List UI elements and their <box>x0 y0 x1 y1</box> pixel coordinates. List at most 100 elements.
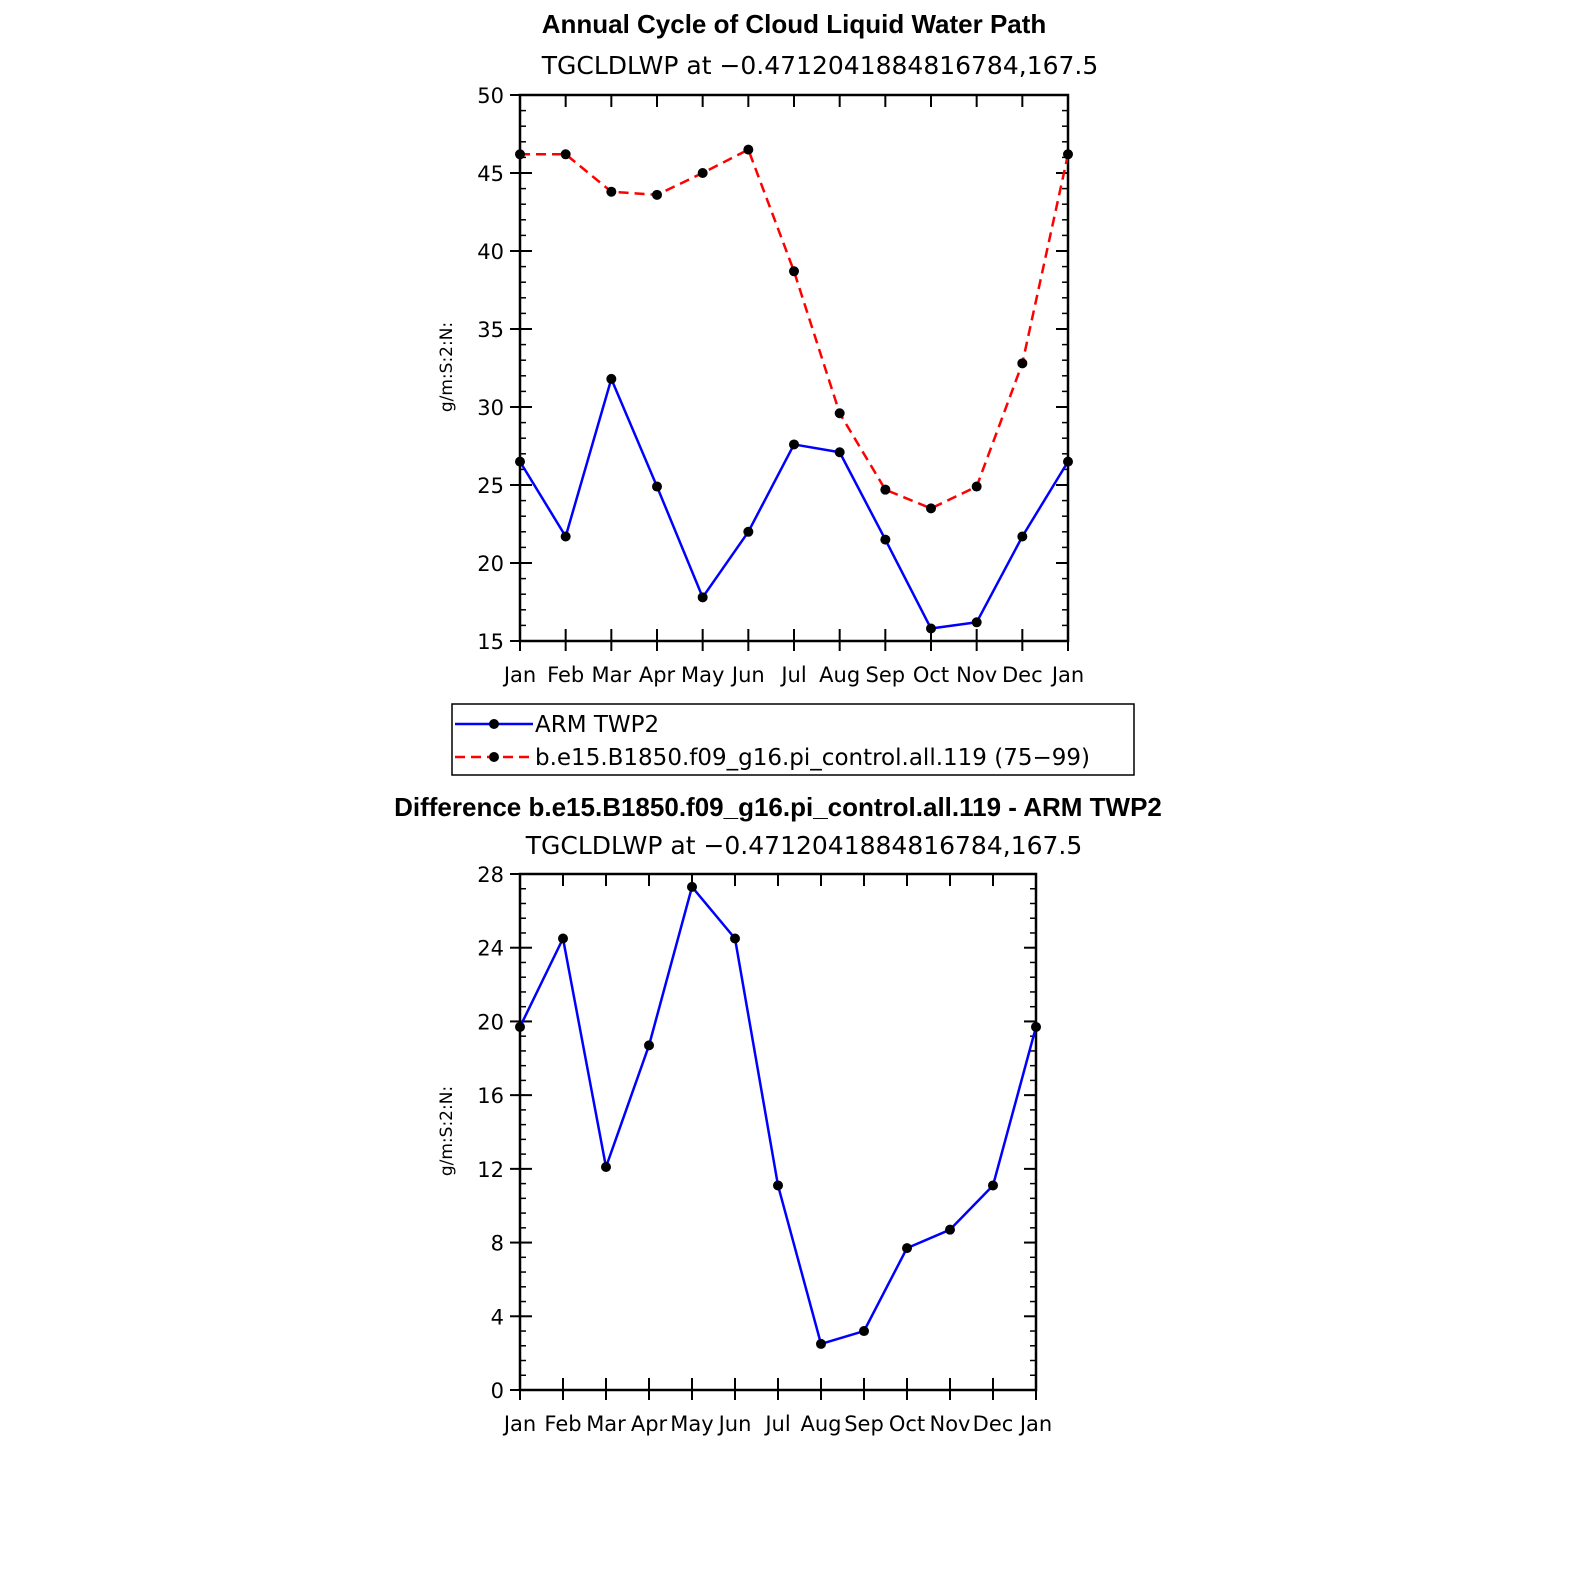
data-point <box>652 481 662 492</box>
x-tick-label: Jan <box>502 1412 536 1436</box>
chart-difference: Difference b.e15.B1850.f09_g16.pi_contro… <box>394 792 1162 1436</box>
data-point <box>515 456 525 467</box>
x-tick-label: Mar <box>586 1412 626 1436</box>
x-tick-label: Oct <box>889 1412 925 1436</box>
chart1-subtitle: TGCLDLWP at −0.4712041884816784,167.5 <box>541 51 1099 80</box>
chart2-title: Difference b.e15.B1850.f09_g16.pi_contro… <box>394 792 1162 822</box>
data-point <box>789 439 799 450</box>
y-tick-label: 8 <box>491 1232 504 1256</box>
y-tick-label: 24 <box>477 937 504 961</box>
data-point <box>601 1162 611 1173</box>
x-tick-label: Aug <box>819 663 860 687</box>
data-point <box>515 149 525 160</box>
x-tick-label: Jan <box>1018 1412 1052 1436</box>
y-tick-label: 0 <box>491 1379 504 1403</box>
chart2-y-tick-labels: 0 4 8 12 16 20 24 28 <box>477 863 504 1403</box>
chart2-series <box>515 881 1041 1349</box>
data-point <box>834 447 845 458</box>
x-tick-label: Jul <box>763 1412 790 1436</box>
data-point <box>644 1040 654 1051</box>
chart1-y-tick-labels: 15 20 25 30 35 40 45 50 <box>477 84 504 654</box>
data-point <box>606 186 617 197</box>
chart1-ticks <box>510 94 1069 651</box>
y-tick-label: 20 <box>477 1010 504 1034</box>
chart2-ticks <box>510 873 1037 1400</box>
y-tick-label: 16 <box>477 1084 504 1108</box>
chart2-subtitle: TGCLDLWP at −0.4712041884816784,167.5 <box>525 831 1083 860</box>
y-tick-label: 4 <box>491 1305 504 1329</box>
x-tick-label: Jan <box>502 663 536 687</box>
series-line-0 <box>518 885 1038 1346</box>
chart2-x-tick-labels: Jan Feb Mar Apr May Jun Jul Aug Sep Oct Nov Dec Jan <box>502 1412 1052 1436</box>
data-point <box>1017 358 1028 369</box>
legend-label-model: b.e15.B1850.f09_g16.pi_control.all.119 (… <box>535 745 1090 771</box>
data-point <box>697 168 708 178</box>
y-tick-label: 28 <box>477 863 504 887</box>
legend-label-arm: ARM TWP2 <box>535 712 659 738</box>
y-tick-label: 40 <box>477 240 504 264</box>
y-tick-label: 12 <box>477 1158 504 1182</box>
data-point <box>789 266 799 277</box>
legend-box <box>451 703 1135 776</box>
data-point <box>606 373 617 384</box>
data-point <box>902 1243 912 1254</box>
x-tick-label: May <box>681 663 724 687</box>
x-tick-label: May <box>670 1412 713 1436</box>
data-point <box>834 408 845 419</box>
legend-marker-model <box>489 752 499 762</box>
chart1-title: Annual Cycle of Cloud Liquid Water Path <box>542 9 1047 39</box>
data-point <box>1017 531 1028 542</box>
data-point <box>743 144 754 155</box>
data-point <box>560 149 571 160</box>
data-point <box>730 933 740 944</box>
chart1-x-tick-labels: Jan Feb Mar Apr May Jun Jul Aug Sep Oct Nov Dec Jan <box>502 663 1084 687</box>
x-tick-label: Nov <box>956 663 997 687</box>
data-point <box>880 484 891 495</box>
x-tick-label: Sep <box>866 663 906 687</box>
x-tick-label: Mar <box>592 663 632 687</box>
y-tick-label: 20 <box>477 552 504 576</box>
chart-annual-cycle: Annual Cycle of Cloud Liquid Water Path … <box>437 9 1135 776</box>
chart1-y-axis-label: g/m:S:2:N: <box>437 322 457 412</box>
data-point <box>859 1326 869 1337</box>
x-tick-label: Oct <box>913 663 949 687</box>
data-point <box>816 1338 826 1349</box>
x-tick-label: Apr <box>639 663 676 687</box>
data-point <box>971 481 982 492</box>
chart2-y-axis-label: g/m:S:2:N: <box>437 1086 457 1176</box>
y-tick-label: 15 <box>477 630 504 654</box>
data-point <box>558 933 568 944</box>
x-tick-label: Nov <box>930 1412 971 1436</box>
x-tick-label: Feb <box>547 663 584 687</box>
y-tick-label: 45 <box>477 162 504 186</box>
x-tick-label: Jun <box>717 1412 752 1436</box>
x-tick-label: Apr <box>631 1412 668 1436</box>
legend-entry-model: b.e15.B1850.f09_g16.pi_control.all.119 (… <box>455 745 1090 771</box>
data-point <box>988 1180 998 1191</box>
data-point <box>697 592 708 603</box>
legend-marker-arm <box>489 719 499 729</box>
chart2-plot-frame <box>518 872 1038 1392</box>
data-point <box>743 526 754 537</box>
x-tick-label: Sep <box>844 1412 884 1436</box>
x-tick-label: Feb <box>544 1412 581 1436</box>
y-tick-label: 30 <box>477 396 504 420</box>
chart1-legend: ARM TWP2 b.e15.B1850.f09_g16.pi_control.… <box>451 703 1135 776</box>
data-point <box>1063 456 1073 467</box>
data-point <box>652 189 662 200</box>
series-line-1 <box>520 148 1070 510</box>
series-line-0 <box>518 377 1070 630</box>
x-tick-label: Dec <box>1002 663 1043 687</box>
data-point <box>880 534 891 545</box>
x-tick-label: Jun <box>730 663 765 687</box>
y-tick-label: 25 <box>477 474 504 498</box>
data-point <box>560 531 571 542</box>
data-point <box>926 503 936 514</box>
data-point <box>945 1224 955 1235</box>
x-tick-label: Jul <box>779 663 806 687</box>
data-point <box>1031 1021 1041 1032</box>
data-point <box>515 1021 525 1032</box>
x-tick-label: Dec <box>973 1412 1014 1436</box>
y-tick-label: 35 <box>477 318 504 342</box>
